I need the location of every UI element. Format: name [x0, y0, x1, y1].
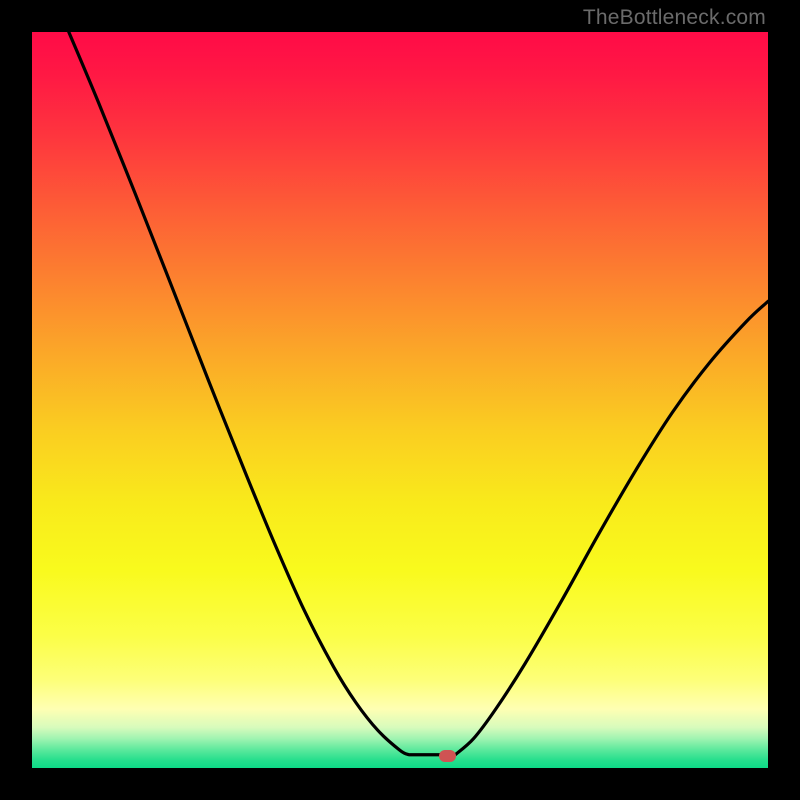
plot-area	[32, 32, 768, 768]
bottleneck-curve	[32, 32, 768, 768]
watermark-text: TheBottleneck.com	[583, 6, 766, 30]
optimum-marker	[439, 750, 456, 762]
outer-frame: TheBottleneck.com	[0, 0, 800, 800]
